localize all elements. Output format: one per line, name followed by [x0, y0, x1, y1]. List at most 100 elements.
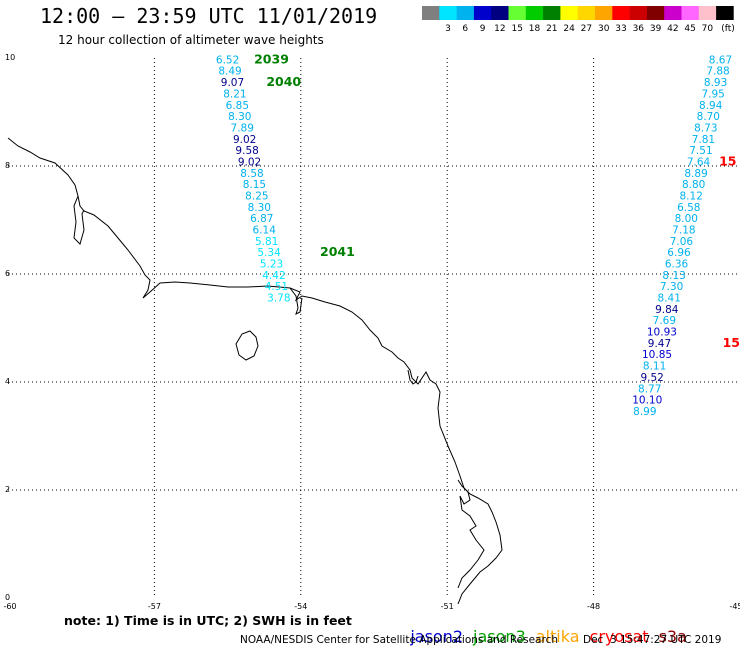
wave-height-value: 6.36: [665, 259, 689, 271]
legend-swatch: [577, 6, 596, 20]
wave-height-value: 8.15: [243, 179, 266, 191]
wave-height-value: 8.58: [240, 168, 263, 180]
legend-swatch-label: 12: [494, 24, 505, 32]
wave-height-value: 8.70: [697, 111, 720, 123]
wave-height-value: 10.85: [642, 349, 672, 361]
pass-time-label: 2039: [254, 51, 289, 66]
wave-height-value: 7.30: [660, 281, 683, 293]
wave-height-value: 10.10: [632, 395, 662, 407]
wave-height-value: 6.58: [677, 202, 700, 214]
satellite-altika: altika: [535, 627, 580, 646]
page-title: 12:00 – 23:59 UTC 11/01/2019: [40, 4, 378, 28]
lake-island: [235, 330, 259, 361]
y-tick-label: 2: [5, 485, 10, 494]
wave-height-value: 8.30: [228, 111, 251, 123]
legend-swatch: [646, 6, 665, 20]
wave-height-value: 7.64: [687, 156, 711, 168]
footer-note: note: 1) Time is in UTC; 2) SWH is in fe…: [64, 613, 352, 628]
wave-height-value: 8.49: [218, 66, 241, 78]
wave-height-value: 8.77: [638, 383, 661, 395]
color-scale-legend: 3 6 9 12 15 18 21 24 27 30 33 36 39 42 45 70 (ft): [422, 6, 735, 32]
satellite-legend: jason2 jason3 altika cryosat s3a: [390, 608, 697, 650]
wave-height-value: 7.88: [706, 66, 729, 78]
legend-swatch: [508, 6, 527, 20]
wave-height-value: 7.06: [670, 236, 694, 248]
legend-swatch-label: 39: [650, 24, 662, 32]
wave-height-value: 8.30: [248, 202, 271, 214]
y-tick-label: 10: [5, 53, 15, 62]
legend-swatch-label: 21: [546, 24, 557, 32]
map-gridlines: [8, 58, 740, 598]
legend-swatch: [491, 6, 509, 20]
wave-height-value: 9.84: [655, 304, 679, 316]
legend-unit: (ft): [721, 24, 735, 32]
satellite-jason2: jason2: [410, 627, 464, 646]
wave-height-value: 8.11: [643, 361, 666, 373]
wave-height-value: 6.87: [250, 213, 273, 225]
legend-swatch-label: 18: [529, 24, 541, 32]
wave-height-value: 7.51: [689, 145, 712, 157]
wave-height-value: 6.85: [226, 100, 249, 112]
wave-height-value: 6.52: [216, 54, 239, 66]
wave-height-value: 7.69: [653, 315, 676, 327]
legend-swatch-label: 36: [633, 24, 645, 32]
wave-height-value: 8.99: [633, 406, 656, 418]
legend-swatch-label: 3: [445, 24, 451, 32]
legend-swatch-label: 42: [667, 24, 678, 32]
legend-swatch: [560, 6, 578, 20]
wave-height-value: 5.81: [255, 236, 278, 248]
wave-height-value: 8.89: [684, 168, 707, 180]
x-tick-label: -48: [587, 602, 600, 611]
legend-swatch-label: 70: [702, 24, 714, 32]
wave-height-value: 9.07: [221, 77, 244, 89]
satellite-jason3: jason3: [473, 627, 526, 646]
satellite-cryosat: cryosat: [589, 627, 649, 646]
wave-height-value: 8.67: [709, 54, 732, 66]
y-tick-label: 6: [5, 269, 10, 278]
coastline-main: [7, 137, 503, 605]
legend-swatch-label: 9: [480, 24, 486, 32]
wave-height-value: 9.52: [640, 372, 663, 384]
legend-swatch: [456, 6, 475, 20]
legend-swatch: [629, 6, 648, 20]
y-tick-label: 8: [5, 161, 10, 170]
pass-time-label: 2040: [266, 74, 301, 89]
wave-height-value: 8.21: [223, 88, 246, 100]
legend-swatch-label: 33: [615, 24, 626, 32]
legend-swatch: [473, 6, 492, 20]
page-subtitle: 12 hour collection of altimeter wave hei…: [58, 33, 324, 47]
wave-height-value: 7.89: [231, 122, 254, 134]
legend-swatch-label: 30: [598, 24, 610, 32]
legend-swatch: [664, 6, 682, 20]
wave-height-value: 5.34: [257, 247, 281, 259]
axis-ticks: -60 -57 -54 -51 -48 -45 0 2 4 6 8 10: [3, 53, 740, 611]
track-right: 8.677.888.937.958.948.708.737.817.517.64…: [632, 54, 732, 418]
legend-swatch: [698, 6, 717, 20]
coastline-estuary: [407, 369, 419, 385]
legend-swatch-label: 6: [462, 24, 468, 32]
legend-swatch: [716, 6, 734, 20]
x-tick-label: -54: [294, 602, 307, 611]
legend-swatch: [681, 6, 700, 20]
wave-height-value: 4.42: [262, 270, 285, 282]
wave-height-value: 8.41: [658, 293, 681, 305]
pass-time-label: 15: [719, 153, 736, 168]
credit-line: NOAA/NESDIS Center for Satellite Applica…: [240, 634, 558, 646]
wave-height-value: 8.94: [699, 100, 723, 112]
wave-height-value: 7.95: [701, 88, 724, 100]
wave-height-value: 8.93: [704, 77, 727, 89]
legend-swatch: [543, 6, 561, 20]
coastline-delta: [457, 479, 485, 589]
legend-swatch: [439, 6, 457, 20]
pass-time-label: 2041: [320, 244, 355, 259]
wave-height-value: 8.00: [675, 213, 698, 225]
legend-swatch-label: 45: [684, 24, 695, 32]
wave-height-value: 8.12: [680, 190, 703, 202]
pass-time-labels: 2039 2040 2041 1553 15: [254, 51, 740, 349]
coastline-inlet-west: [73, 195, 85, 245]
legend-swatch-label: 27: [581, 24, 592, 32]
satellite-s3a: s3a: [658, 627, 687, 646]
wave-height-value: 10.93: [647, 327, 677, 339]
legend-swatch: [525, 6, 544, 20]
